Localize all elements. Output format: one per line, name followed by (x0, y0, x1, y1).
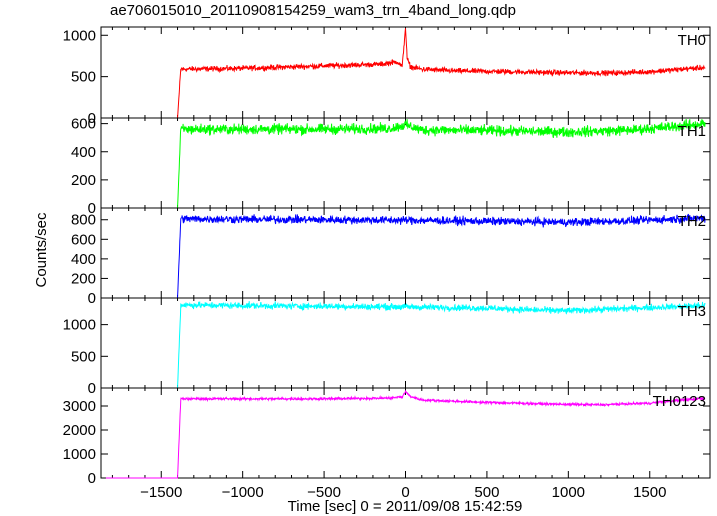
y-tick-label: 500 (71, 348, 96, 365)
y-tick-label: 500 (71, 69, 96, 86)
series-line-th1 (105, 119, 706, 209)
y-axis-label: Counts/sec (33, 212, 50, 288)
x-tick-label: 1000 (552, 484, 585, 501)
panels-group: 0 500 1000 TH0 0 200 400 600 TH1 0 200 400 600 800 TH2… (63, 26, 711, 501)
y-tick-label: 600 (71, 231, 96, 248)
y-tick-label: 0 (88, 110, 96, 127)
y-tick-label: 1000 (63, 446, 96, 463)
series-line-th0 (105, 28, 706, 119)
x-tick-label: −500 (307, 484, 341, 501)
series-label: TH2 (678, 213, 706, 230)
panel-frame (100, 297, 711, 389)
series-line-th0123 (105, 390, 706, 479)
y-tick-label: 3000 (63, 398, 96, 415)
y-tick-label: 600 (71, 116, 96, 133)
x-tick-label: 0 (401, 484, 409, 501)
y-tick-label: 200 (71, 270, 96, 287)
series-label: TH0123 (653, 393, 706, 410)
series-label: TH3 (678, 303, 706, 320)
y-tick-label: 400 (71, 251, 96, 268)
x-axis-label: Time [sec] 0 = 2011/09/08 15:42:59 (288, 498, 523, 515)
y-tick-label: 0 (88, 290, 96, 307)
y-tick-label: 0 (88, 200, 96, 217)
y-tick-label: 800 (71, 212, 96, 229)
series-label: TH0 (678, 32, 706, 49)
y-tick-label: 1000 (63, 27, 96, 44)
series-line-th2 (105, 213, 706, 299)
y-tick-label: 2000 (63, 422, 96, 439)
y-tick-label: 400 (71, 144, 96, 161)
y-tick-label: 1000 (63, 317, 96, 334)
panel-frame (100, 387, 711, 479)
x-tick-label: 1500 (633, 484, 666, 501)
x-tick-label: 500 (474, 484, 499, 501)
chart-title: ae706015010_20110908154259_wam3_trn_4ban… (110, 2, 516, 19)
x-tick-label: −1000 (222, 484, 264, 501)
y-tick-label: 0 (88, 470, 96, 487)
y-tick-label: 0 (88, 380, 96, 397)
series-line-th3 (105, 300, 706, 389)
y-tick-label: 200 (71, 172, 96, 189)
series-label: TH1 (678, 123, 706, 140)
x-tick-label: −1500 (140, 484, 182, 501)
